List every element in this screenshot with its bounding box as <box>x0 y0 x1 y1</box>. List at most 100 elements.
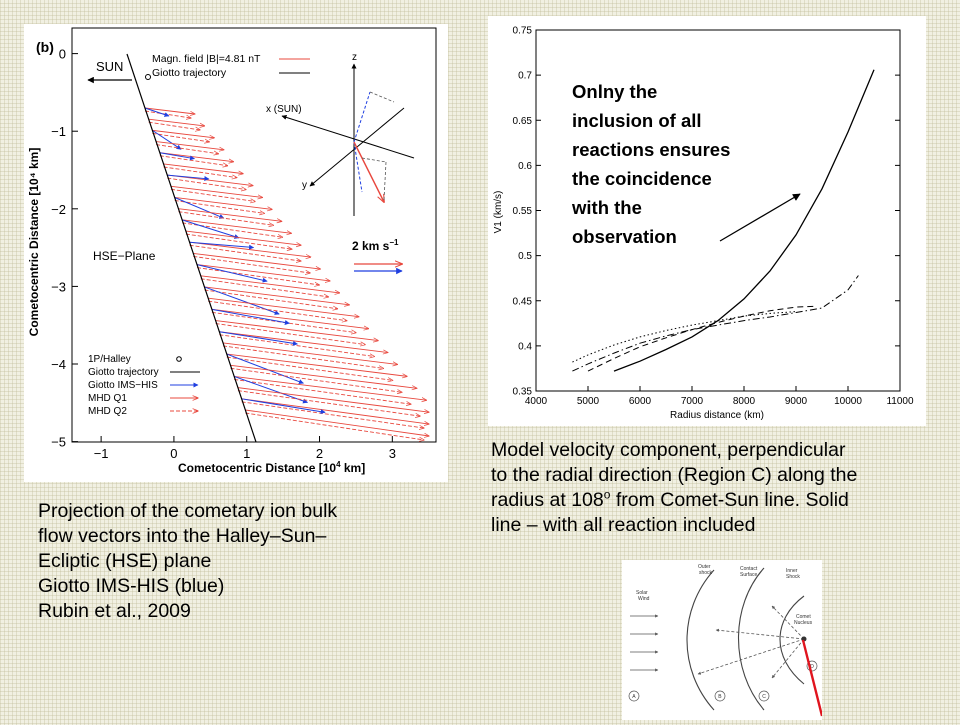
series-line-dashdot <box>572 275 859 372</box>
mhd-q1-vector <box>219 331 388 353</box>
svg-text:MHD Q1: MHD Q1 <box>88 393 127 404</box>
chart-y-label: V1 (km/s) <box>493 191 504 234</box>
velocity-chart-svg: 4000 5000 6000 7000 8000 9000 10000 11000 0.35 0.… <box>493 26 914 422</box>
regions-labels: Solar Wind Outer shock Contact Surface I… <box>636 564 813 626</box>
legend-bottom: 1P/Halley Giotto trajectory Giotto IMS−H… <box>88 354 200 417</box>
annotation-arrow <box>719 193 801 242</box>
chart-x-tick-label: 11000 <box>886 396 914 407</box>
mhd-q1-vector <box>152 129 214 137</box>
x-axis-label: Cometocentric Distance [104 km] <box>178 460 365 475</box>
mhd-q2-vector <box>208 300 347 321</box>
mhd-q2-vector <box>182 222 283 237</box>
annotation-line: with the <box>571 197 642 218</box>
caption-left-line: Ecliptic (HSE) plane <box>38 550 212 572</box>
svg-text:D: D <box>810 664 814 670</box>
mhd-q1-vector <box>148 118 205 126</box>
ims-his-vector <box>219 331 298 346</box>
svg-text:B: B <box>718 694 722 700</box>
legend-giotto-trajectory: Giotto trajectory <box>152 67 227 79</box>
mhd-q2-vector <box>174 200 265 213</box>
svg-text:Shock: Shock <box>786 574 800 580</box>
mhd-q1-vector <box>156 141 224 150</box>
chart-y-tick-label: 0.55 <box>513 206 533 217</box>
annotation-line: inclusion of all <box>572 110 702 131</box>
mhd-q1-vector <box>159 152 234 162</box>
mhd-q1-vector <box>245 409 429 436</box>
sun-label: SUN <box>96 59 123 74</box>
svg-text:Contact: Contact <box>740 566 758 572</box>
mhd-q1-vector <box>185 230 301 245</box>
chart-x-tick-label: 7000 <box>681 396 704 407</box>
y-tick-label: −1 <box>51 124 66 139</box>
caption-right-line: radius at 108o from Comet-Sun line. Soli… <box>491 487 849 512</box>
caption-left-line: Projection of the cometary ion bulk <box>38 500 338 522</box>
mhd-q2-vector <box>156 144 218 154</box>
region-pointer-line <box>801 639 824 717</box>
plot-frame <box>71 27 437 443</box>
giotto-trajectory-line <box>126 53 257 443</box>
mhd-q2-vector <box>178 211 273 226</box>
ims-his-vector <box>189 241 255 250</box>
mhd-q2-vector <box>215 323 366 345</box>
annotation-line: reactions ensures <box>572 139 730 160</box>
mhd-q2-vector <box>237 390 420 417</box>
caption-left-line: Giotto IMS-HIS (blue) <box>38 575 225 597</box>
mhd-q1-vector <box>189 241 311 257</box>
svg-text:Nucleus: Nucleus <box>794 620 813 626</box>
caption-right: Model velocity component, perpendicular … <box>491 438 941 538</box>
svg-text:1P/Halley: 1P/Halley <box>88 354 131 365</box>
chart-x-tick-label: 8000 <box>733 396 756 407</box>
ims-his-vector <box>204 286 280 315</box>
mhd-q1-vector <box>208 297 359 317</box>
chart-series <box>572 69 875 372</box>
mhd-q2-vector <box>167 177 246 189</box>
regions-diagram-svg: Solar Wind Outer shock Contact Surface I… <box>628 564 824 717</box>
chart-y-tick-label: 0.5 <box>518 251 532 262</box>
mhd-q2-vector <box>204 289 337 309</box>
caption-left-line: Rubin et al., 2009 <box>38 600 191 622</box>
series-line-dotted <box>572 311 797 363</box>
mhd-q1-vector <box>204 286 349 305</box>
chart-y-tick-label: 0.6 <box>518 161 532 172</box>
scale-label: 2 km s−1 <box>352 238 399 253</box>
mhd-q2-vector <box>241 401 424 428</box>
mhd-q2-vector <box>159 155 228 166</box>
annotation-line: the coincidence <box>572 168 712 189</box>
chart-x-tick-label: 9000 <box>785 396 808 407</box>
x-tick-label: 3 <box>389 446 396 461</box>
y-tick-label: −4 <box>51 357 66 372</box>
ims-his-vector <box>167 174 210 182</box>
mhd-q1-vector <box>182 219 291 233</box>
x-tick-label: 0 <box>170 446 177 461</box>
legend-magnetic-field: Magn. field |B|=4.81 nT <box>152 53 261 65</box>
chart-y-tick-label: 0.45 <box>513 296 533 307</box>
x-tick-label: −1 <box>94 446 109 461</box>
annotation-line: observation <box>572 226 677 247</box>
chart-x-tick-label: 5000 <box>577 396 600 407</box>
ims-his-vector <box>152 129 182 150</box>
ims-his-vector <box>174 197 225 219</box>
series-line-solid <box>613 69 875 372</box>
solar-wind-arrows <box>630 605 805 679</box>
mhd-q2-vector <box>148 121 200 130</box>
chart-x-tick-label: 10000 <box>834 396 862 407</box>
mhd-q2-vector <box>193 255 310 273</box>
svg-text:Surface: Surface <box>740 572 757 578</box>
ims-his-vector <box>234 375 308 404</box>
mhd-q1-vector <box>200 275 340 293</box>
y-tick-label: −3 <box>51 279 66 294</box>
chart-y-tick-label: 0.65 <box>513 116 533 127</box>
ims-his-vector <box>159 152 195 161</box>
flow-vectors-figure: −1012340−1−2−3−4−5 (b) SUN Magn. field |… <box>24 24 469 482</box>
velocity-chart: 4000 5000 6000 7000 8000 9000 10000 11000 0.35 0.… <box>488 16 926 426</box>
mhd-q2-vector <box>189 244 301 261</box>
x-tick-label: 1 <box>243 446 250 461</box>
ims-his-vector <box>241 398 326 415</box>
y-tick-label: −2 <box>51 202 66 217</box>
svg-text:y: y <box>302 180 307 191</box>
mhd-q1-vector <box>234 375 426 400</box>
chart-y-tick-label: 0.75 <box>513 26 533 37</box>
mhd-q2-vector <box>230 367 401 392</box>
y-tick-label: −5 <box>51 435 66 450</box>
ims-his-vector <box>144 107 170 117</box>
